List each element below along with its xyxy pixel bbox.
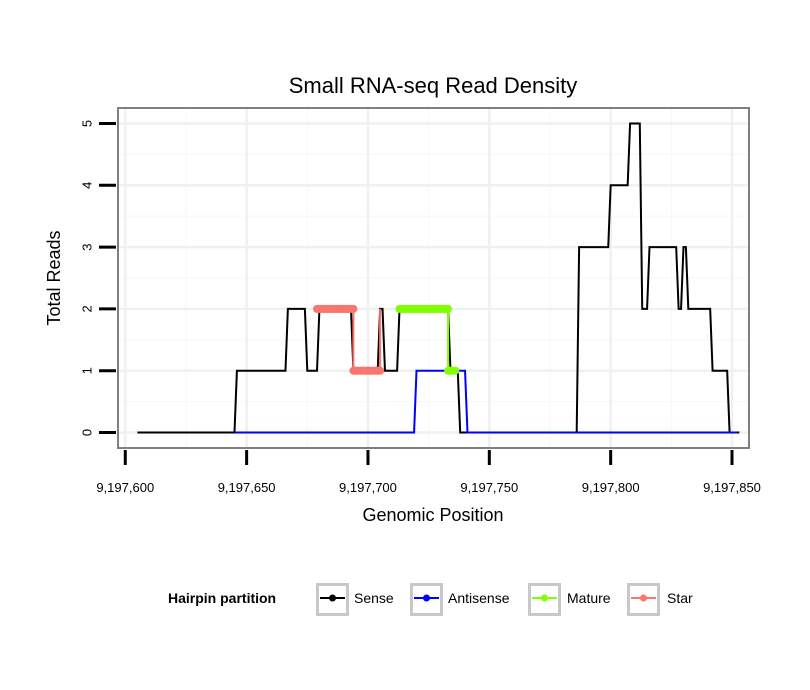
mature-point: [444, 304, 453, 313]
mature-point: [451, 366, 460, 375]
legend-key-point-sense: [329, 594, 336, 602]
legend-item-mature: Mature: [528, 583, 611, 616]
y-axis-label: Total Reads: [44, 230, 64, 325]
legend-label-star: Star: [667, 590, 693, 606]
minor-gridlines: [118, 108, 749, 448]
x-tick-label: 9,197,750: [460, 480, 518, 495]
y-tick-label: 5: [80, 120, 95, 127]
x-tick-label: 9,197,600: [96, 480, 154, 495]
chart-title: Small RNA-seq Read Density: [289, 73, 578, 98]
x-tick-label: 9,197,850: [703, 480, 761, 495]
legend-label-antisense: Antisense: [448, 590, 510, 606]
antisense-series-line: [234, 369, 737, 434]
x-axis-label: Genomic Position: [362, 505, 503, 525]
legend-title: Hairpin partition: [168, 590, 276, 606]
y-axis: 0 1 2 3 4 5: [80, 120, 116, 436]
y-tick-label: 3: [80, 243, 95, 250]
legend-label-mature: Mature: [567, 590, 611, 606]
legend: Hairpin partition Sense Antisense Mature St…: [168, 583, 693, 616]
y-tick-label: 1: [80, 367, 95, 374]
legend-items: Sense Antisense Mature Star: [316, 583, 693, 616]
y-tick-label: 4: [80, 182, 95, 189]
star-point: [376, 366, 385, 375]
x-axis: 9,197,600 9,197,650 9,197,700 9,197,750 9,19…: [96, 450, 761, 495]
y-tick-label: 2: [80, 305, 95, 312]
x-tick-label: 9,197,700: [339, 480, 397, 495]
legend-key-point-mature: [541, 594, 548, 602]
star-point: [349, 304, 358, 313]
plot-panel-border: [117, 107, 750, 449]
series-layer: [137, 122, 740, 434]
legend-item-star: Star: [627, 583, 693, 616]
legend-item-antisense: Antisense: [410, 583, 510, 616]
legend-key-point-star: [640, 594, 647, 602]
y-tick-label: 0: [80, 429, 95, 436]
legend-key-point-antisense: [423, 594, 430, 602]
x-tick-label: 9,197,800: [582, 480, 640, 495]
x-tick-label: 9,197,650: [218, 480, 276, 495]
legend-item-sense: Sense: [316, 583, 394, 616]
legend-label-sense: Sense: [354, 590, 394, 606]
